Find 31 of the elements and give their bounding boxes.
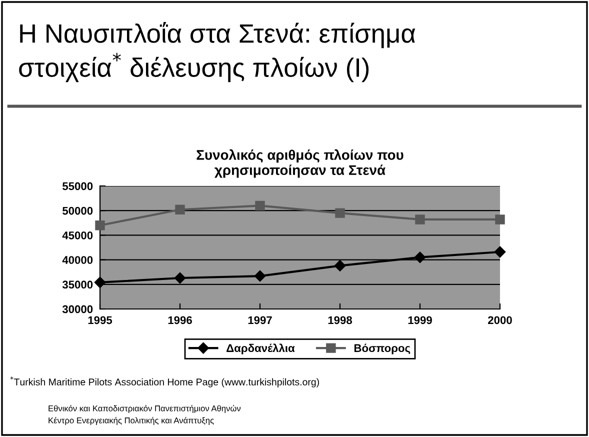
x-tick-label: 1995 xyxy=(88,316,112,324)
y-tick-label: 45000 xyxy=(62,231,93,240)
point xyxy=(415,214,425,224)
point xyxy=(334,260,346,272)
y-tick-label: 35000 xyxy=(62,280,93,289)
chart-subtitle: Συνολικός αριθμός πλοίων που χρησιμοποίησαν τα Στενά xyxy=(196,149,404,178)
legend-label: Βόσπορος xyxy=(354,344,410,354)
point xyxy=(94,276,106,288)
point xyxy=(254,270,266,282)
point xyxy=(495,214,505,224)
point xyxy=(494,246,506,258)
x-tick-label: 2000 xyxy=(488,316,512,324)
text: Κέντρο Ενεργειακής Πολιτικής και Ανάπτυξης xyxy=(48,416,214,426)
y-tick-label: 30000 xyxy=(62,305,93,314)
text: $^{*}$Turkish Maritime Pilots Association Home Page (www.turkishpilots.org) xyxy=(10,376,319,388)
point xyxy=(255,200,265,211)
point xyxy=(174,272,186,284)
chart-title: Η Ναυσιπλοΐα στα Στενά: επίσημα στοιχεία$^{*}$ διέλευσης πλοίων (Ι) xyxy=(19,22,416,82)
point xyxy=(175,204,185,214)
legend-label: Δαρδανέλλια xyxy=(226,344,295,354)
point xyxy=(414,252,426,263)
text: Εθνικόν και Καποδιστριακόν Πανεπιστήμιον Αθηνών xyxy=(48,404,241,414)
x-tick-label: 1996 xyxy=(168,316,192,324)
point xyxy=(335,208,345,218)
point xyxy=(95,220,105,230)
y-tick-label: 40000 xyxy=(62,256,93,264)
x-tick-label: 1999 xyxy=(408,316,432,324)
x-tick-label: 1998 xyxy=(328,316,352,324)
y-tick-label: 55000 xyxy=(62,182,93,190)
x-tick-label: 1997 xyxy=(248,316,272,324)
y-tick-label: 50000 xyxy=(62,206,93,215)
